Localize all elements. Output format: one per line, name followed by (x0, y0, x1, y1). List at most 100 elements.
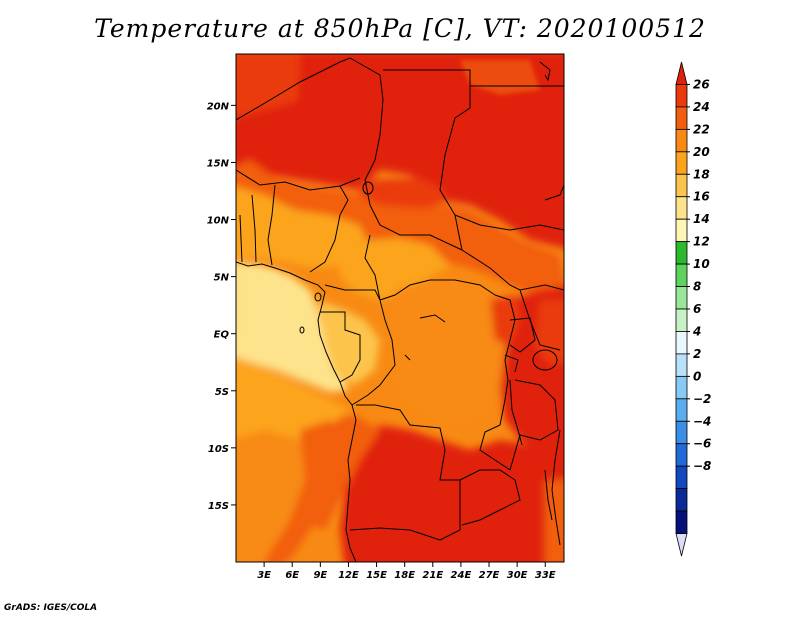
border-congo-drc (351, 299, 396, 406)
border-chad-niger (364, 159, 376, 206)
colorbar-swatch (675, 353, 688, 377)
colorbar-label: 8 (693, 280, 701, 294)
border-gabon (320, 311, 361, 383)
colorbar-label: 20 (693, 145, 710, 159)
border-libya-sudan (454, 86, 471, 119)
lat-tick-label: 15S (208, 501, 229, 512)
colorbar-swatch (675, 218, 688, 243)
temp-zone-nw-warm (236, 54, 300, 118)
border-ghana (239, 214, 243, 263)
chart-title: Temperature at 850hPa [C], VT: 202010051… (94, 14, 706, 43)
temp-zone-car (340, 238, 450, 300)
border-car-south (379, 279, 496, 301)
colorbar-label: 0 (693, 369, 701, 383)
lake-victoria (532, 349, 558, 371)
map-frame (235, 53, 565, 563)
inner-lake-2 (404, 354, 411, 361)
lon-tick-label: 15E (366, 570, 387, 581)
border-niger-south (236, 169, 361, 191)
lat-tick-label: 5S (215, 387, 229, 398)
border-benin-togo (251, 194, 257, 263)
lat-tick-label: 5N (214, 273, 230, 284)
border-angola-south (349, 527, 441, 541)
lon-tick-label: 18E (394, 570, 415, 581)
lon-tick-label: 24E (451, 570, 472, 581)
colorbar-swatch (675, 398, 688, 422)
lat-tick-label: 10N (207, 216, 230, 227)
colorbar-swatch (675, 151, 688, 175)
lat-tick-label: EQ (214, 330, 230, 341)
latitude-axis: 20N 15N 10N 5N EQ 5S 10S 15S (207, 101, 236, 512)
border-zambia (459, 469, 521, 526)
colorbar-label: −6 (693, 437, 711, 451)
border-libya-niger (349, 57, 384, 161)
border-benin-nigeria (267, 184, 276, 266)
temp-zone-sahel (236, 160, 564, 299)
colorbar-swatch (675, 308, 688, 332)
temp-zone-congo (390, 280, 510, 420)
colorbar-label: 2 (693, 347, 701, 361)
temp-zone-atlantic-22 (265, 420, 345, 562)
lake-tanganyika (509, 379, 523, 446)
colorbar-label: −4 (693, 414, 711, 428)
grads-credit: GrADS: IGES/COLA (4, 603, 98, 613)
lat-tick-label: 15N (207, 158, 230, 169)
lake-malawi (544, 469, 553, 521)
lon-tick-label: 12E (338, 570, 359, 581)
lat-tick-label: 20N (207, 101, 230, 112)
colorbar-swatch (675, 128, 688, 153)
colorbar-label: 22 (693, 122, 710, 136)
colorbar-label: 12 (693, 235, 710, 249)
colorbar-top-arrow (675, 61, 688, 85)
temp-detail-coast-1 (240, 270, 300, 350)
island-bioko (314, 292, 322, 302)
temp-detail-sahara-1 (300, 75, 420, 150)
colorbar-label: 24 (693, 100, 710, 114)
border-ethiopia (544, 184, 564, 201)
lon-tick-label: 33E (535, 570, 556, 581)
colorbar-swatch (675, 84, 688, 108)
colorbar-swatch (675, 106, 688, 130)
coastline-west (236, 261, 357, 562)
colorbar-swatch (675, 375, 688, 400)
lon-tick-label: 30E (507, 570, 528, 581)
lake-chad (362, 181, 374, 195)
colorbar-label: 26 (693, 77, 710, 91)
temp-zone-atlantic-20 (236, 430, 320, 562)
colorbar-label: 18 (693, 167, 710, 181)
colorbar-swatch (675, 465, 688, 490)
colorbar-swatch (675, 196, 688, 220)
border-rwanda (504, 354, 519, 373)
border-nigeria-cameroon (309, 185, 349, 273)
lon-tick-label: 27E (479, 570, 500, 581)
temp-zone-south-hot (340, 425, 564, 562)
colorbar-swatch (675, 420, 688, 445)
lon-tick-label: 9E (313, 570, 327, 581)
border-kenya (519, 289, 561, 351)
colorbar-label: 4 (692, 324, 701, 338)
border-angola-north (356, 404, 446, 451)
temp-zone-uganda (490, 295, 520, 345)
colorbar-swatch (675, 443, 688, 467)
colorbar-label: 16 (693, 190, 710, 204)
coastline-east-africa (551, 429, 561, 546)
border-sudan-south (454, 214, 564, 231)
colorbar-label: 10 (693, 257, 710, 271)
coast-red-sea (539, 61, 551, 82)
lat-tick-label: 10S (208, 444, 229, 455)
temp-zone-se (545, 480, 564, 562)
colorbar-swatch (675, 510, 688, 534)
temperature-field (236, 54, 564, 562)
border-drc-east (479, 294, 516, 471)
colorbar-label: 14 (693, 212, 710, 226)
colorbar-label: −2 (693, 392, 711, 406)
border-chad-car (369, 204, 463, 251)
island-sao-tome (299, 326, 305, 334)
border-south-sudan (461, 249, 564, 291)
lon-tick-label: 3E (257, 570, 271, 581)
lon-tick-label: 21E (422, 570, 443, 581)
colorbar-swatch (675, 263, 688, 287)
temp-zone-gabon (318, 300, 380, 385)
border-tanzania (509, 379, 559, 471)
